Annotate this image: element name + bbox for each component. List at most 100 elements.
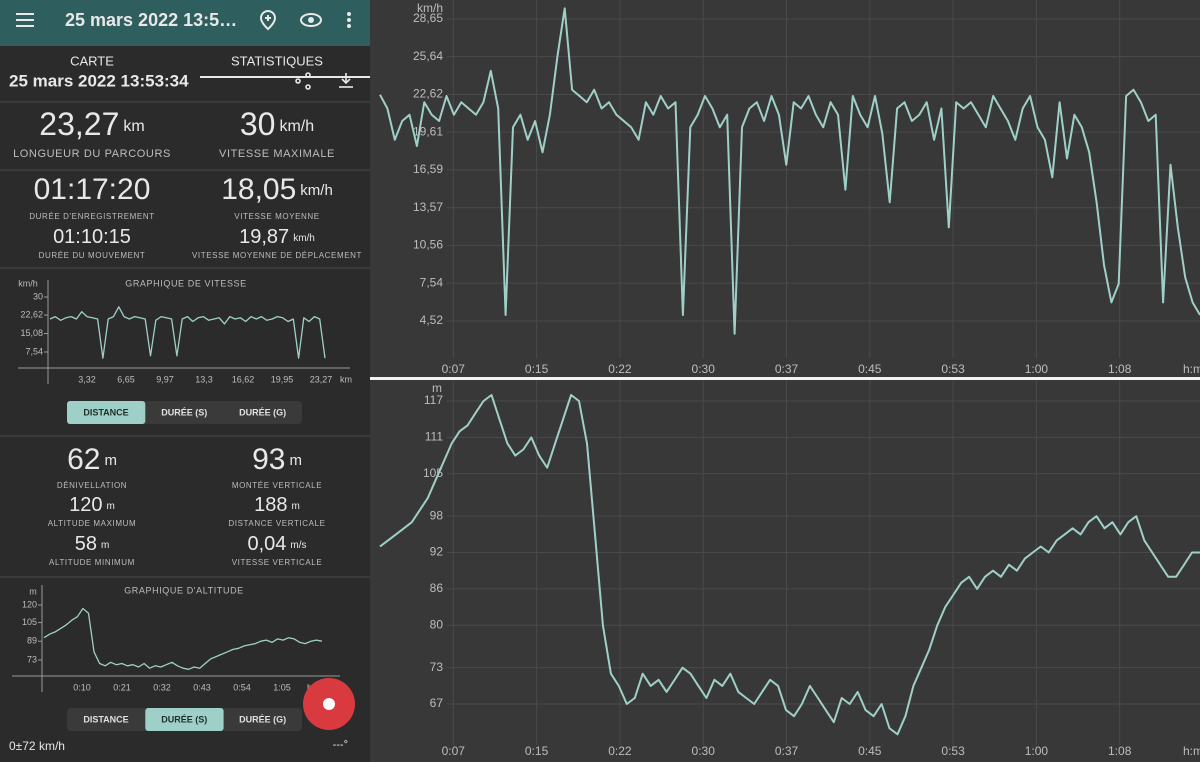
y-tick-label: 120 <box>22 599 37 609</box>
y-tick-label: 73 <box>27 654 37 664</box>
stat-unit: m <box>104 452 117 469</box>
stat-number: 0,04 <box>247 533 286 555</box>
data-line <box>379 7 1200 335</box>
stat-value: 62 m <box>67 443 117 476</box>
record-button[interactable] <box>303 678 355 730</box>
stat-value: 18,05 km/h <box>221 173 333 206</box>
stat-value: 0,04 m/s <box>247 533 306 555</box>
x-tick-label: 0:15 <box>525 744 549 758</box>
stat-number: 120 <box>69 494 102 516</box>
stat-number: 19,87 <box>239 226 289 248</box>
stat-number: 18,05 <box>221 173 296 206</box>
stat-label: MONTÉE VERTICALE <box>232 481 322 490</box>
tab-selected[interactable]: STATISTIQUES <box>231 53 323 68</box>
y-axis-unit: km/h <box>417 1 443 15</box>
x-tick-label: 1:05 <box>273 682 291 692</box>
y-tick-label: 111 <box>425 430 444 444</box>
y-tick-label: 117 <box>424 393 443 407</box>
y-tick-label: 67 <box>430 696 444 710</box>
left-panel <box>0 0 370 762</box>
x-tick-label: 9,97 <box>156 374 174 384</box>
toggle-option[interactable]: DURÉE (S) <box>161 714 207 724</box>
y-tick-label: 13,57 <box>413 200 443 214</box>
menu-icon[interactable] <box>16 13 34 27</box>
x-tick-label: 6,65 <box>117 374 135 384</box>
x-tick-label: 0:15 <box>525 362 549 376</box>
y-tick-label: 15,08 <box>20 328 43 338</box>
y-tick-label: 30 <box>33 291 43 301</box>
x-tick-label: 0:22 <box>608 362 632 376</box>
stat-label: VITESSE MOYENNE <box>234 212 319 221</box>
y-tick-label: 92 <box>430 545 444 559</box>
stat-unit: m <box>292 501 300 512</box>
stat-value: 188 m <box>254 494 300 516</box>
stat-number: 01:17:20 <box>34 173 151 206</box>
stat-number: 01:10:15 <box>53 226 131 248</box>
y-tick-label: 19,61 <box>413 124 443 138</box>
y-tick-label: 22,62 <box>413 87 443 101</box>
y-tick-label: 73 <box>430 660 444 674</box>
x-tick-label: 0:53 <box>941 744 965 758</box>
stat-unit: m <box>289 452 302 469</box>
y-tick-label: 10,56 <box>413 238 443 252</box>
x-tick-label: 0:30 <box>692 744 716 758</box>
y-tick-label: 25,64 <box>413 49 443 63</box>
tab[interactable]: CARTE <box>70 53 114 68</box>
chart-title: GRAPHIQUE D'ALTITUDE <box>124 585 244 595</box>
stat-unit: km/h <box>279 118 314 135</box>
stat-label: DISTANCE VERTICALE <box>228 519 325 528</box>
x-tick-label: 0:54 <box>233 682 251 692</box>
eye-icon[interactable] <box>300 13 322 27</box>
toggle-option[interactable]: DISTANCE <box>83 407 128 417</box>
y-tick-label: 4,52 <box>420 313 444 327</box>
divider <box>370 377 1200 380</box>
y-axis-unit: m <box>29 586 37 596</box>
stat-label: DURÉE D'ENREGISTREMENT <box>29 212 154 221</box>
x-tick-label: 0:53 <box>941 362 965 376</box>
x-tick-label: 0:10 <box>73 682 91 692</box>
toggle-selected <box>67 401 146 424</box>
toggle-option[interactable]: DURÉE (G) <box>239 714 286 724</box>
x-tick-label: 1:00 <box>1025 362 1049 376</box>
x-tick-label: 1:08 <box>1108 744 1132 758</box>
share-icon[interactable] <box>295 72 311 90</box>
toggle-option[interactable]: DISTANCE <box>83 714 128 724</box>
stat-number: 188 <box>254 494 287 516</box>
x-tick-label: 0:07 <box>442 362 466 376</box>
more-icon[interactable] <box>347 12 351 28</box>
stat-value: 120 m <box>69 494 115 516</box>
marker-icon[interactable] <box>259 9 277 31</box>
stat-label: VITESSE MOYENNE DE DÉPLACEMENT <box>192 251 362 260</box>
speed-accuracy: 0±72 km/h <box>9 739 65 753</box>
data-line <box>379 394 1200 736</box>
x-tick-label: 13,3 <box>195 374 213 384</box>
x-tick-label: 0:32 <box>153 682 171 692</box>
stat-label: LONGUEUR DU PARCOURS <box>13 148 171 160</box>
x-tick-label: 0:45 <box>858 362 882 376</box>
stat-label: VITESSE VERTICALE <box>232 558 323 567</box>
stat-value: 23,27 km <box>39 106 144 142</box>
x-axis-unit: h:m <box>1183 744 1200 758</box>
stat-label: DÉNIVELLATION <box>57 481 127 490</box>
x-tick-label: 0:37 <box>775 744 799 758</box>
chart-title: GRAPHIQUE DE VITESSE <box>125 278 247 288</box>
stat-value: 19,87 km/h <box>239 226 315 248</box>
stat-unit: m/s <box>290 540 306 551</box>
stat-unit: m <box>107 501 115 512</box>
y-tick-label: 89 <box>27 636 37 646</box>
data-line <box>43 607 323 670</box>
toggle-option[interactable]: DURÉE (S) <box>161 407 207 417</box>
stat-number: 23,27 <box>39 106 119 142</box>
stat-value: 01:10:15 <box>53 226 131 248</box>
stat-label: ALTITUDE MINIMUM <box>49 558 135 567</box>
stat-number: 30 <box>240 106 276 142</box>
stat-label: DURÉE DU MOUVEMENT <box>39 251 146 260</box>
toggle-option[interactable]: DURÉE (G) <box>239 407 286 417</box>
y-tick-label: 98 <box>430 508 444 522</box>
y-tick-label: 7,54 <box>25 346 43 356</box>
app-bar <box>0 0 370 46</box>
stat-value: 30 km/h <box>240 106 314 142</box>
download-icon[interactable] <box>339 73 353 88</box>
stat-value: 93 m <box>252 443 302 476</box>
